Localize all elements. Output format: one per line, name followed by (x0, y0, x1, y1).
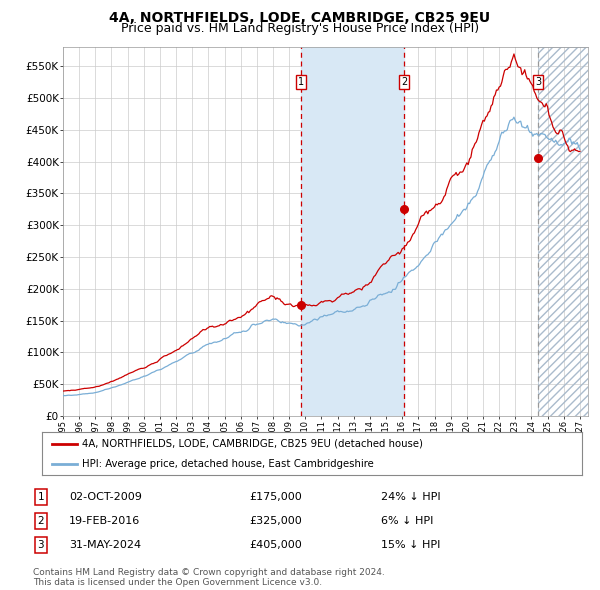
Text: 1: 1 (298, 77, 304, 87)
Text: 31-MAY-2024: 31-MAY-2024 (69, 540, 141, 550)
Text: Contains HM Land Registry data © Crown copyright and database right 2024.: Contains HM Land Registry data © Crown c… (33, 568, 385, 577)
Bar (538, 47, 588, 416)
Text: This data is licensed under the Open Government Licence v3.0.: This data is licensed under the Open Gov… (33, 578, 322, 587)
Text: 15% ↓ HPI: 15% ↓ HPI (381, 540, 440, 550)
Text: 24% ↓ HPI: 24% ↓ HPI (381, 492, 440, 502)
Text: HPI: Average price, detached house, East Cambridgeshire: HPI: Average price, detached house, East… (83, 459, 374, 469)
Text: 3: 3 (535, 77, 541, 87)
Text: 4A, NORTHFIELDS, LODE, CAMBRIDGE, CB25 9EU: 4A, NORTHFIELDS, LODE, CAMBRIDGE, CB25 9… (109, 11, 491, 25)
Text: 1: 1 (37, 492, 44, 502)
Text: £325,000: £325,000 (249, 516, 302, 526)
Text: £175,000: £175,000 (249, 492, 302, 502)
Text: 02-OCT-2009: 02-OCT-2009 (69, 492, 142, 502)
Text: 4A, NORTHFIELDS, LODE, CAMBRIDGE, CB25 9EU (detached house): 4A, NORTHFIELDS, LODE, CAMBRIDGE, CB25 9… (83, 439, 424, 449)
Text: Price paid vs. HM Land Registry's House Price Index (HPI): Price paid vs. HM Land Registry's House … (121, 22, 479, 35)
Text: 6% ↓ HPI: 6% ↓ HPI (381, 516, 433, 526)
Text: 19-FEB-2016: 19-FEB-2016 (69, 516, 140, 526)
Text: £405,000: £405,000 (249, 540, 302, 550)
Bar (301, 47, 404, 416)
Text: 3: 3 (37, 540, 44, 550)
Text: 2: 2 (401, 77, 407, 87)
Text: 2: 2 (37, 516, 44, 526)
